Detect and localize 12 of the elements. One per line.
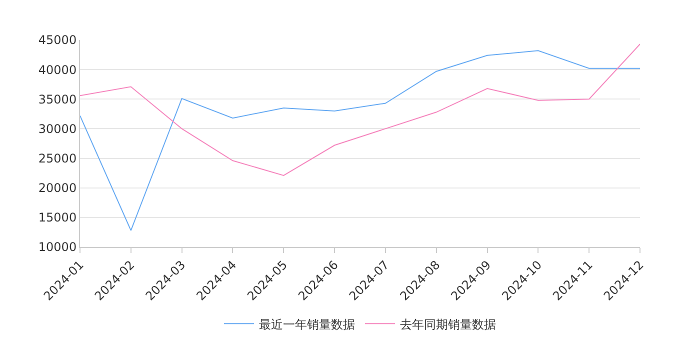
y-tick-label: 25000 xyxy=(38,151,77,166)
legend-label: 最近一年销量数据 xyxy=(259,317,355,332)
legend-label: 去年同期销量数据 xyxy=(400,317,496,332)
line-series xyxy=(80,44,640,176)
line-series xyxy=(80,50,640,231)
y-tick-label: 30000 xyxy=(38,122,77,136)
y-tick-label: 15000 xyxy=(38,210,77,225)
y-tick-label: 10000 xyxy=(38,240,77,254)
y-tick-label: 20000 xyxy=(38,181,77,196)
y-tick-label: 40000 xyxy=(38,62,77,77)
y-tick-label: 35000 xyxy=(38,92,77,106)
y-tick-label: 45000 xyxy=(38,33,77,48)
